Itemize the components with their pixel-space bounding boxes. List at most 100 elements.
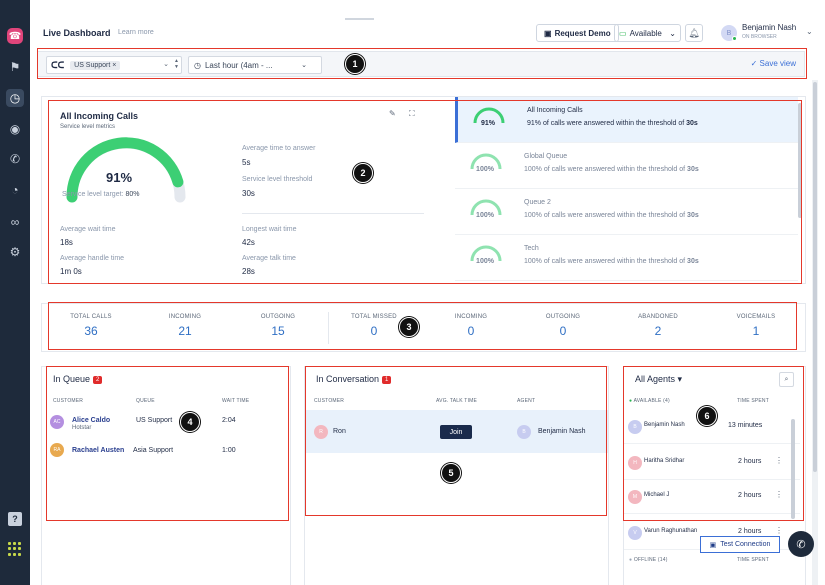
voicemail-icon[interactable]: ∞	[10, 215, 20, 229]
calls-icon[interactable]: ✆	[9, 152, 21, 166]
metric-value: 18s	[60, 238, 73, 247]
queue-filter-select[interactable]: ᑕᑕ US Support × ⌄ ▲ ▼	[46, 56, 182, 74]
expand-icon[interactable]: ⛶	[409, 109, 415, 118]
customer-name[interactable]: Alice Caldo	[72, 417, 111, 424]
history-icon[interactable]: ◔	[11, 183, 19, 197]
queue-gauge-arc	[470, 199, 502, 216]
col-header-customer: CUSTOMER	[53, 398, 84, 404]
bell-icon[interactable]: 🔔︎	[685, 24, 703, 42]
more-options-icon[interactable]: ⋮	[775, 490, 783, 499]
user-icon[interactable]: ◉	[9, 122, 21, 136]
agents-scrollbar[interactable]	[791, 419, 795, 519]
queue-name: Queue 2	[524, 199, 551, 206]
stat-value: 0	[467, 324, 475, 338]
queue-threshold: 30s	[687, 258, 699, 265]
stat-abandoned: ABANDONED 2	[618, 314, 698, 338]
avatar: R	[314, 425, 328, 439]
stat-missed-incoming: INCOMING 0	[431, 314, 511, 338]
queue-filter-icon: ᑕᑕ	[51, 59, 65, 70]
queue-service-list: 91% All Incoming Calls 91% of calls were…	[455, 97, 805, 283]
queue-item[interactable]: 100% Queue 2 100% of calls were answered…	[455, 189, 798, 235]
user-menu-chevron-icon[interactable]: ⌄	[806, 27, 813, 36]
page-scrollbar-thumb[interactable]	[813, 82, 817, 472]
wait-time-cell: 2:04	[222, 417, 236, 424]
phone-icon[interactable]: ✆	[788, 531, 814, 557]
conversation-row[interactable]: R Ron Join B Benjamin Nash	[305, 410, 608, 453]
monitor-icon: ▣	[709, 541, 717, 549]
call-stats-card: TOTAL CALLS 36 INCOMING 21 OUTGOING 15 TOTA…	[42, 304, 805, 351]
app-logo[interactable]: ☎	[7, 28, 23, 44]
join-button[interactable]: Join	[440, 425, 472, 439]
queue-name: Global Queue	[524, 153, 568, 160]
col-header-wait-time: WAIT TIME	[222, 398, 250, 404]
stat-label: ABANDONED	[638, 314, 678, 320]
stat-label: INCOMING	[454, 314, 488, 320]
customer-company: Hotstar	[72, 425, 92, 431]
stat-missed-outgoing: OUTGOING 0	[523, 314, 603, 338]
offline-group-header: ● OFFLINE (14)	[629, 557, 668, 563]
queue-pct: 100%	[476, 212, 494, 219]
annotation-number: 2	[353, 163, 373, 183]
search-icon[interactable]: ⌕	[779, 372, 794, 387]
service-level-card: All Incoming Calls Service level metrics…	[42, 97, 805, 283]
test-connection-button[interactable]: ▣ Test Connection	[700, 536, 780, 553]
queue-pct: 91%	[480, 120, 495, 127]
settings-icon[interactable]: ⚙	[9, 245, 21, 259]
apps-grid-icon[interactable]	[8, 542, 22, 556]
agent-row[interactable]: B Benjamin Nash 13 minutes	[624, 410, 800, 444]
flag-icon[interactable]: ⚑	[9, 60, 21, 74]
agent-row[interactable]: M Michael J 2 hours ⋮	[624, 480, 800, 514]
filter-bar: ᑕᑕ US Support × ⌄ ▲ ▼ ◷ Last hour (4am - …	[37, 51, 805, 77]
agent-time: 13 minutes	[728, 422, 763, 429]
more-options-icon[interactable]: ⋮	[775, 526, 783, 535]
in-conversation-title: In Conversation 1	[316, 374, 392, 384]
queue-item[interactable]: 100% Tech 100% of calls were answered wi…	[455, 235, 798, 281]
stat-label: VOICEMAILS	[736, 314, 776, 320]
dashboard-icon[interactable]: ◷	[6, 89, 24, 107]
col-header-queue: QUEUE	[136, 398, 155, 404]
metric-value: 30s	[242, 189, 255, 198]
user-status: ON BROWSER	[742, 34, 777, 40]
agent-row[interactable]: H Haritha Sridhar 2 hours ⋮	[624, 446, 800, 480]
agents-filter-dropdown[interactable]: All Agents ▾	[635, 374, 683, 384]
stepper-icon[interactable]: ▲ ▼	[174, 58, 179, 70]
availability-dropdown[interactable]: ▭ Available ⌄	[614, 24, 681, 42]
avatar[interactable]: B	[721, 25, 737, 41]
stat-label: INCOMING	[168, 314, 202, 320]
service-level-target: Service level target: 80%	[62, 191, 139, 198]
learn-more-link[interactable]: Learn more	[118, 29, 154, 36]
queue-desc: 100% of calls were answered within the t…	[524, 258, 699, 265]
more-options-icon[interactable]: ⋮	[775, 456, 783, 465]
monitor-icon: ▭	[619, 28, 627, 38]
customer-name[interactable]: Rachael Austen	[72, 447, 125, 454]
time-range-select[interactable]: ◷ Last hour (4am - ... ⌄	[188, 56, 322, 74]
offline-dot-icon: ●	[629, 557, 633, 563]
avatar: M	[628, 490, 642, 504]
in-queue-count-badge: 2	[93, 375, 103, 384]
queue-filter-chip[interactable]: US Support ×	[70, 60, 121, 70]
queue-list-scrollbar[interactable]	[798, 103, 802, 218]
col-header-agent: AGENT	[517, 398, 536, 404]
edit-icon[interactable]: ✎	[389, 109, 396, 118]
request-demo-button[interactable]: ▣ Request Demo	[536, 24, 619, 42]
queue-item[interactable]: 91% All Incoming Calls 91% of calls were…	[455, 97, 798, 143]
avatar: B	[628, 420, 642, 434]
metric-label: Average time to answer	[242, 145, 316, 152]
divider	[242, 213, 424, 214]
stat-value: 2	[654, 324, 662, 338]
in-queue-title-text: In Queue	[53, 374, 91, 384]
stat-incoming: INCOMING 21	[145, 314, 225, 338]
annotation-number: 4	[180, 412, 200, 432]
queue-item[interactable]: 100% Global Queue 100% of calls were ans…	[455, 143, 798, 189]
in-queue-title: In Queue 2	[53, 374, 103, 384]
avatar-initial: B	[726, 29, 732, 37]
save-view-button[interactable]: ✓ Save view	[750, 59, 796, 68]
agent-time: 2 hours	[738, 528, 762, 535]
stat-value: 1	[752, 324, 760, 338]
chevron-down-icon: ⌄	[669, 28, 676, 38]
queue-cell: Asia Support	[133, 447, 174, 454]
queue-gauge-arc	[470, 153, 502, 170]
queue-desc: 100% of calls were answered within the t…	[524, 212, 699, 219]
wait-time-cell: 1:00	[222, 447, 236, 454]
help-icon[interactable]: ?	[8, 512, 22, 526]
